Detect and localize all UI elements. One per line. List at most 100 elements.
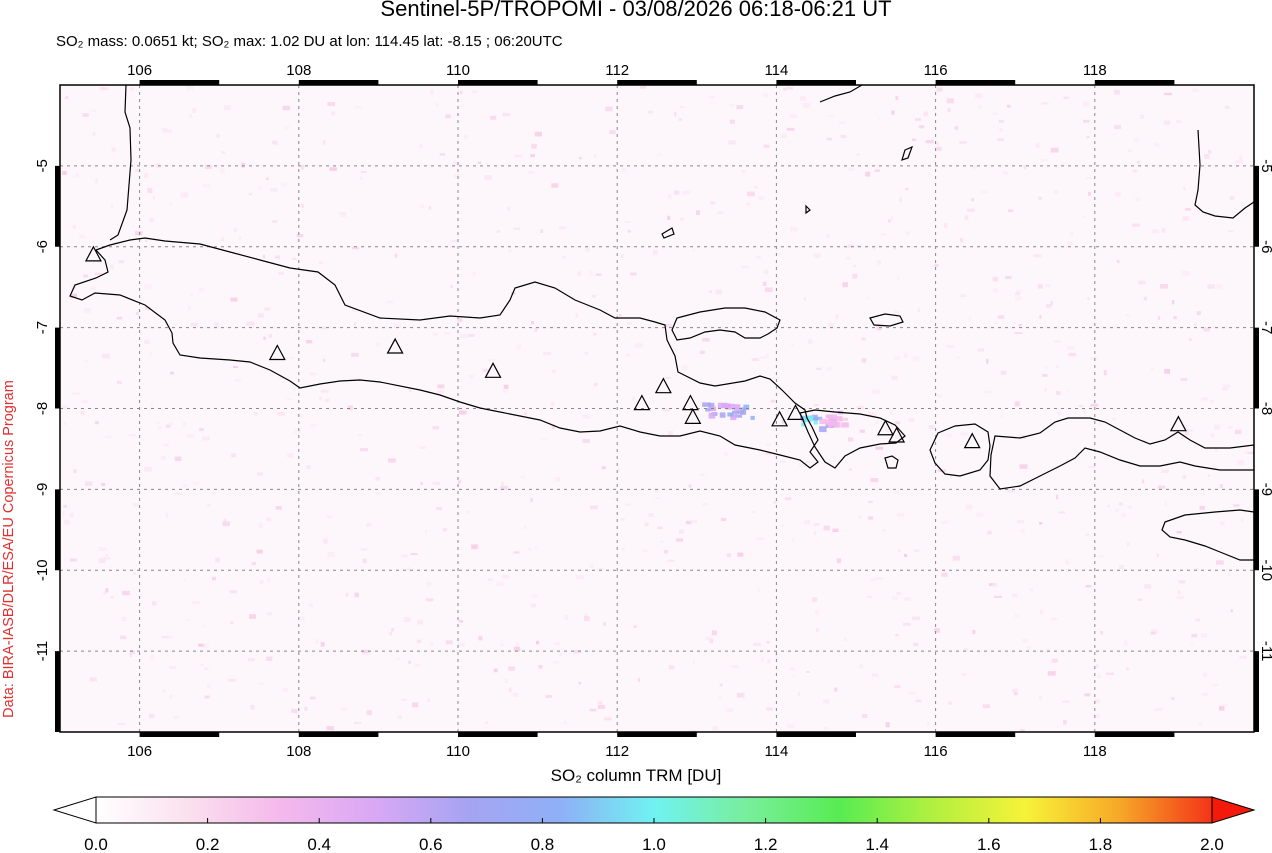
noise-speck	[496, 581, 505, 587]
noise-speck	[1115, 325, 1120, 328]
noise-speck	[266, 177, 269, 180]
noise-speck	[1118, 564, 1125, 570]
noise-speck	[1020, 528, 1025, 533]
noise-speck	[122, 590, 130, 596]
noise-speck	[432, 481, 441, 485]
noise-speck	[702, 338, 710, 342]
noise-speck	[675, 538, 684, 542]
noise-speck	[275, 255, 281, 259]
volcano-marker	[386, 337, 404, 354]
noise-speck	[826, 234, 830, 239]
noise-speck	[787, 724, 795, 729]
so2-pixel	[803, 419, 812, 423]
noise-speck	[320, 642, 325, 647]
noise-speck	[82, 113, 89, 117]
noise-speck	[1215, 447, 1218, 452]
frame-segment-top	[298, 80, 379, 85]
noise-speck	[443, 528, 448, 532]
noise-speck	[597, 701, 603, 705]
noise-speck	[1087, 297, 1090, 300]
noise-speck	[1078, 405, 1083, 407]
noise-speck	[1199, 505, 1205, 510]
noise-speck	[1182, 216, 1189, 221]
noise-speck	[1244, 451, 1252, 454]
noise-speck	[755, 255, 761, 259]
noise-speck	[712, 726, 719, 731]
noise-speck	[415, 663, 420, 667]
noise-speck	[1039, 315, 1042, 319]
noise-speck	[1207, 474, 1210, 477]
coastlines	[69, 85, 1254, 561]
so2-pixel	[717, 402, 728, 409]
noise-speck	[1138, 280, 1146, 285]
noise-speck	[624, 221, 631, 224]
so2-pixel	[725, 403, 735, 410]
noise-speck	[815, 367, 822, 370]
noise-speck	[604, 717, 612, 721]
noise-speck	[720, 517, 727, 521]
noise-speck	[264, 307, 271, 311]
noise-speck	[530, 603, 537, 608]
noise-speck	[203, 625, 206, 628]
noise-speck	[763, 144, 770, 148]
noise-speck	[593, 382, 598, 387]
noise-speck	[802, 102, 811, 108]
noise-speck	[192, 601, 200, 605]
noise-speck	[1038, 696, 1042, 700]
noise-speck	[395, 657, 401, 661]
noise-speck	[69, 558, 77, 562]
noise-speck	[135, 231, 143, 236]
noise-speck	[1114, 124, 1121, 130]
noise-speck	[1085, 532, 1089, 537]
noise-speck	[960, 432, 968, 436]
noise-speck	[890, 410, 894, 416]
lat-label-right: -11	[1258, 641, 1272, 662]
noise-speck	[502, 388, 508, 393]
noise-speck	[460, 104, 465, 107]
noise-speck	[500, 485, 508, 490]
noise-speck	[959, 294, 967, 297]
noise-speck	[424, 529, 428, 533]
noise-speck	[389, 631, 392, 636]
graticule	[60, 85, 1254, 732]
noise-speck	[121, 617, 127, 622]
noise-speck	[723, 452, 728, 457]
noise-speck	[977, 348, 985, 352]
noise-speck	[994, 321, 998, 324]
noise-speck	[896, 513, 904, 517]
noise-speck	[868, 412, 876, 416]
noise-speck	[908, 417, 915, 422]
noise-speck	[426, 582, 432, 587]
noise-speck	[936, 87, 943, 92]
noise-speck	[913, 642, 919, 647]
noise-speck	[1067, 346, 1075, 350]
noise-speck	[1039, 609, 1043, 615]
noise-speck	[404, 617, 411, 622]
noise-speck	[780, 133, 788, 138]
noise-speck	[223, 518, 227, 524]
noise-speck	[391, 628, 394, 632]
noise-speck	[416, 639, 422, 643]
noise-speck	[168, 422, 174, 425]
noise-speck	[163, 689, 166, 693]
noise-speck	[680, 217, 685, 221]
noise-speck	[170, 371, 174, 375]
noise-speck	[452, 161, 459, 167]
frame-segment-top	[458, 80, 538, 85]
noise-speck	[1067, 242, 1074, 245]
noise-speck	[928, 172, 931, 176]
noise-speck	[668, 194, 672, 200]
noise-speck	[770, 399, 775, 403]
noise-speck	[228, 678, 236, 682]
noise-speck	[119, 635, 127, 640]
noise-speck	[667, 215, 671, 220]
so2-pixel	[834, 422, 841, 428]
noise-speck	[861, 337, 866, 341]
noise-speck	[1033, 254, 1042, 258]
so2-pixel	[819, 426, 827, 433]
noise-speck	[326, 726, 334, 731]
noise-speck	[715, 289, 722, 295]
noise-speck	[903, 554, 908, 557]
so2-pixel	[819, 418, 827, 424]
noise-speck	[1228, 229, 1234, 233]
